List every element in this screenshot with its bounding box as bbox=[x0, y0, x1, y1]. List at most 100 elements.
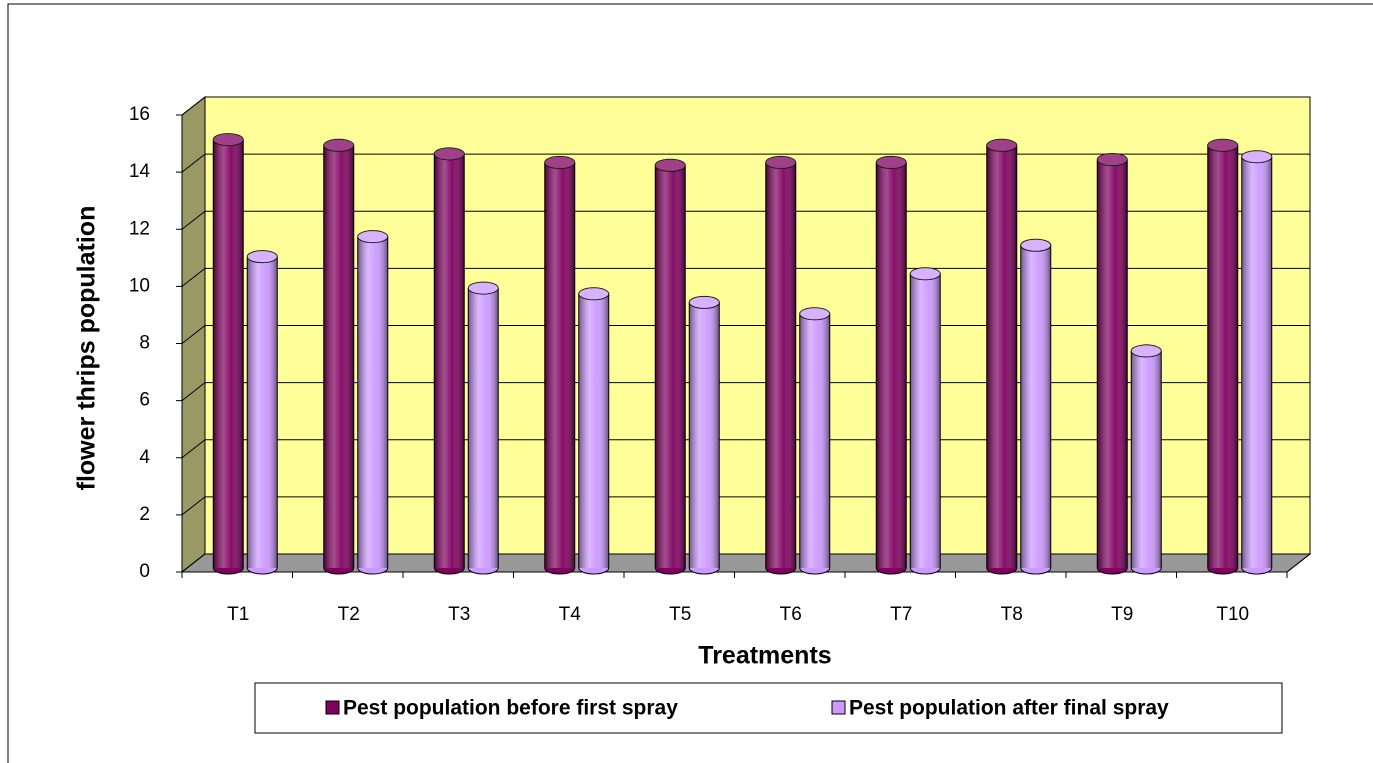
bar-outline bbox=[1130, 350, 1162, 568]
bar-outline bbox=[688, 302, 720, 568]
bar-top-shade bbox=[247, 250, 278, 263]
y-tick-label: 6 bbox=[139, 390, 150, 411]
grid-line bbox=[181, 325, 206, 344]
bar-top-shade bbox=[357, 230, 388, 243]
bar-top bbox=[357, 230, 389, 244]
bar-outline bbox=[986, 145, 1018, 568]
bar-top bbox=[654, 158, 686, 172]
grid-line bbox=[181, 96, 206, 116]
frame bbox=[7, 3, 1373, 763]
bar-top-shade bbox=[799, 307, 830, 320]
x-tick-label: T1 bbox=[227, 604, 249, 625]
bar-shade bbox=[247, 256, 278, 568]
bar-shade bbox=[1097, 159, 1128, 568]
y-tick-label: 0 bbox=[139, 561, 150, 582]
bar-shade bbox=[1131, 350, 1162, 568]
x-tick-label: T3 bbox=[448, 604, 470, 625]
bar-top bbox=[909, 267, 941, 281]
grid-line bbox=[181, 496, 206, 516]
bar-shade bbox=[213, 139, 244, 568]
bar-outline bbox=[909, 273, 941, 568]
y-tick-label: 12 bbox=[129, 218, 150, 239]
bar-shade bbox=[655, 165, 686, 569]
bar-top-shade bbox=[876, 156, 907, 169]
bar-top bbox=[544, 155, 576, 169]
bar-top bbox=[986, 138, 1018, 152]
x-tick-label: T10 bbox=[1216, 604, 1249, 625]
bar-outline bbox=[799, 313, 831, 568]
bar-top bbox=[1020, 238, 1052, 252]
legend-box bbox=[254, 682, 1283, 734]
bar-outline bbox=[323, 145, 355, 568]
bar-top bbox=[433, 147, 465, 161]
bar-top bbox=[875, 155, 907, 169]
y-tick-label: 16 bbox=[129, 104, 150, 125]
grid-line bbox=[181, 439, 206, 459]
grid-line bbox=[181, 267, 206, 287]
bar-top-shade bbox=[323, 139, 354, 152]
bar-top bbox=[467, 281, 499, 295]
bar-top-shade bbox=[544, 156, 575, 169]
bar-top bbox=[1130, 344, 1162, 358]
grid-line bbox=[181, 210, 206, 230]
bar-shade bbox=[1207, 145, 1238, 568]
bar-top-shade bbox=[468, 282, 499, 295]
x-tick-label: T9 bbox=[1111, 604, 1133, 625]
bar-shade bbox=[799, 313, 830, 568]
legend-label: Pest population before first spray bbox=[343, 697, 678, 720]
bar-outline bbox=[212, 139, 244, 568]
bar-top-shade bbox=[1020, 239, 1051, 252]
y-tick-label: 8 bbox=[139, 333, 150, 354]
bar-outline bbox=[1207, 145, 1239, 568]
bar-top bbox=[1241, 150, 1273, 164]
y-tick-label: 10 bbox=[129, 275, 150, 296]
y-tick-label: 2 bbox=[139, 504, 150, 525]
x-tick-label: T4 bbox=[559, 604, 582, 625]
bar-top bbox=[1207, 138, 1239, 152]
bar-top-shade bbox=[1097, 153, 1128, 166]
bar-shade bbox=[765, 162, 796, 568]
bar-shade bbox=[910, 273, 941, 568]
bar-top-shade bbox=[434, 147, 465, 160]
bar-outline bbox=[357, 236, 389, 568]
bar-outline bbox=[1096, 159, 1128, 568]
bar-top bbox=[212, 133, 244, 147]
x-tick-label: T8 bbox=[1001, 604, 1023, 625]
bar-top-shade bbox=[986, 139, 1017, 152]
bar-shade bbox=[544, 162, 575, 568]
bar-top-shade bbox=[578, 287, 609, 300]
x-axis-depth bbox=[1286, 553, 1311, 573]
grid-line bbox=[181, 153, 206, 173]
y-axis-title: flower thrips population bbox=[73, 206, 101, 491]
bar-top-shade bbox=[655, 159, 686, 172]
bar-outline bbox=[433, 153, 465, 568]
y-tick-label: 14 bbox=[129, 161, 151, 182]
bar-shade bbox=[876, 162, 907, 568]
bar-shade bbox=[689, 302, 720, 568]
bar-outline bbox=[467, 288, 499, 568]
bar-top-shade bbox=[765, 156, 796, 169]
bar-top bbox=[246, 250, 278, 264]
bar-shade bbox=[434, 153, 465, 568]
x-tick-label: T2 bbox=[338, 604, 360, 625]
bar-outline bbox=[654, 165, 686, 568]
grid-line bbox=[181, 553, 206, 573]
bar-outline bbox=[578, 293, 610, 568]
bar-outline bbox=[246, 256, 278, 568]
bar-top-shade bbox=[1131, 344, 1162, 357]
x-tick-label: T7 bbox=[890, 604, 912, 625]
bar-top bbox=[323, 138, 355, 152]
bar-shade bbox=[323, 145, 354, 568]
bar-outline bbox=[765, 162, 797, 568]
bar-top-shade bbox=[910, 267, 941, 280]
bar-shade bbox=[357, 236, 388, 569]
bar-shade bbox=[468, 288, 499, 568]
x-tick-label: T5 bbox=[669, 604, 691, 625]
legend-swatch bbox=[831, 700, 846, 715]
bar-top bbox=[1096, 153, 1128, 167]
y-tick-label: 4 bbox=[139, 447, 150, 468]
bar-top bbox=[765, 155, 797, 169]
bar-outline bbox=[1241, 156, 1273, 568]
bar-top bbox=[688, 295, 720, 309]
